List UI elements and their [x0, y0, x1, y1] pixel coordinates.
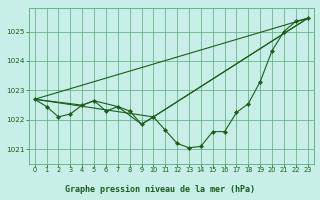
Text: Graphe pression niveau de la mer (hPa): Graphe pression niveau de la mer (hPa): [65, 185, 255, 194]
